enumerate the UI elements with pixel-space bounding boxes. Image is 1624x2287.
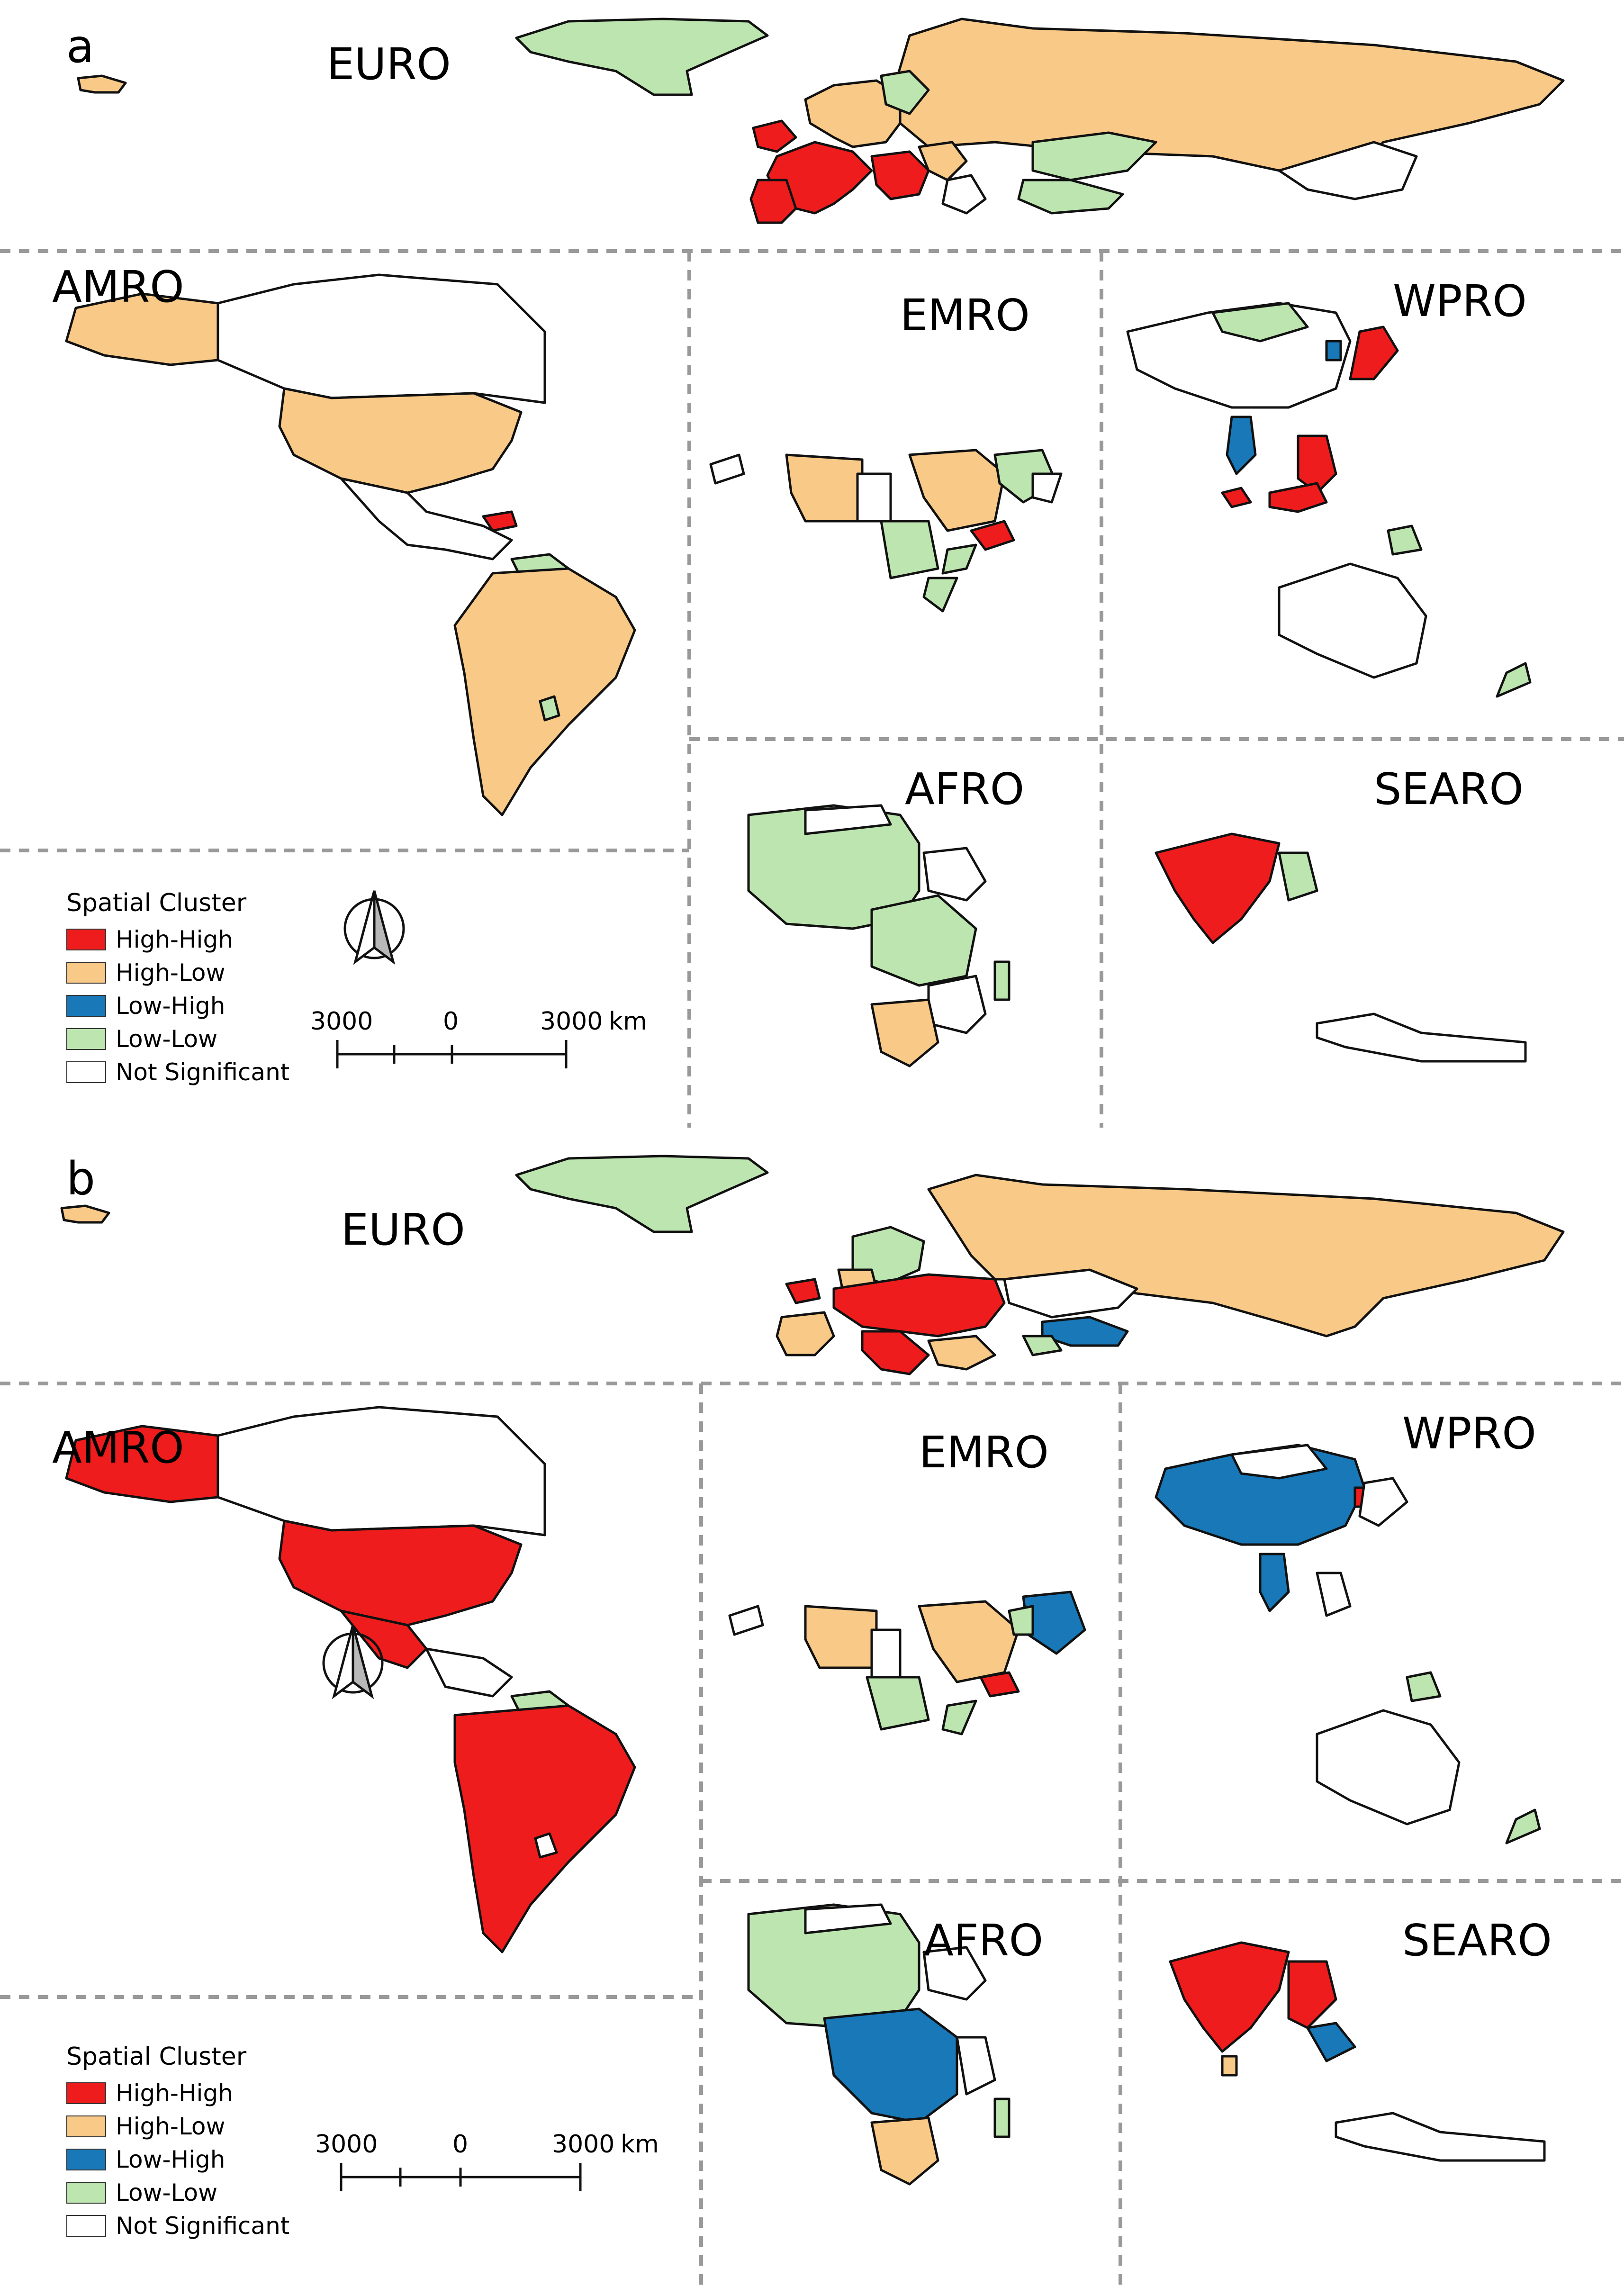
map-panel-a: a EURO AMRO EMRO WPRO AFRO SEARO Spatial… [0, 0, 1624, 1128]
legend: Spatial Cluster High-High High-Low Low-H… [66, 891, 289, 1089]
legend-label: Not Significant [116, 1058, 290, 1086]
scale-label-right: 3000 [540, 1007, 603, 1036]
legend-label: High-High [116, 2079, 233, 2107]
scale-label-mid: 0 [452, 2130, 469, 2159]
region-label-wpro: WPRO [1402, 1408, 1536, 1459]
legend-swatch [66, 2215, 106, 2237]
region-label-afro: AFRO [905, 764, 1025, 814]
wpro-map-a [1126, 302, 1532, 698]
legend-label: Low-Low [116, 2179, 217, 2206]
region-label-amro: AMRO [52, 262, 184, 312]
searo-map-b [1169, 1941, 1546, 2162]
panel-a-dividers [0, 249, 1624, 1128]
scale-label-mid: 0 [443, 1007, 459, 1036]
region-label-afro: AFRO [924, 1915, 1044, 1966]
legend-item: Low-Low [66, 2176, 289, 2209]
legend-swatch [66, 929, 106, 950]
afro-map-b [747, 1903, 1010, 2186]
region-label-emro: EMRO [919, 1427, 1049, 1478]
legend: Spatial Cluster High-High High-Low Low-H… [66, 2044, 289, 2242]
legend-item: High-Low [66, 2110, 289, 2143]
scale-unit: km [621, 2130, 659, 2159]
region-label-searo: SEARO [1402, 1915, 1552, 1966]
legend-swatch [66, 1061, 106, 1083]
euro-map-b [60, 1155, 1565, 1375]
amro-map-b [65, 1406, 636, 1953]
legend-item: Low-High [66, 989, 289, 1022]
region-label-euro: EURO [327, 39, 451, 90]
legend-item: High-High [66, 2077, 289, 2110]
legend-swatch [66, 2149, 106, 2170]
afro-map-a [747, 804, 1010, 1067]
scale-bar-a [336, 1040, 568, 1068]
scale-label-left: 3000 [315, 2130, 378, 2159]
north-arrow-icon [343, 890, 405, 965]
legend-swatch [66, 2082, 106, 2104]
legend-title: Spatial Cluster [66, 889, 247, 917]
region-label-wpro: WPRO [1393, 276, 1527, 326]
legend-item: Low-Low [66, 1022, 289, 1056]
region-label-euro: EURO [341, 1204, 465, 1255]
panel-b-map-canvas [0, 1155, 1624, 2287]
legend-item: Not Significant [66, 1056, 289, 1089]
emro-map-a [709, 449, 1063, 613]
legend-item: High-Low [66, 956, 289, 989]
legend-label: High-High [116, 926, 233, 953]
legend-label: Low-High [116, 992, 226, 1020]
scale-label-right: 3000 [552, 2130, 615, 2159]
scale-label-left: 3000 [310, 1007, 373, 1036]
north-arrow-icon [322, 1625, 384, 1699]
searo-map-a [1155, 832, 1527, 1063]
map-panel-b: b EURO AMRO EMRO WPRO AFRO SEARO Spatial… [0, 1137, 1624, 2287]
legend-label: Low-High [116, 2146, 226, 2173]
legend-item: Low-High [66, 2143, 289, 2176]
panel-b-dividers [0, 1382, 1624, 2287]
legend-swatch [66, 2182, 106, 2204]
legend-swatch [66, 2115, 106, 2137]
panel-letter: a [66, 20, 94, 73]
legend-label: High-Low [116, 959, 226, 986]
euro-map-a [77, 18, 1565, 224]
panel-a-map-canvas [0, 18, 1624, 1128]
emro-map-b [728, 1591, 1086, 1736]
legend-swatch [66, 962, 106, 984]
legend-label: High-Low [116, 2113, 226, 2140]
legend-label: Low-Low [116, 1025, 217, 1053]
legend-label: Not Significant [116, 2212, 290, 2240]
legend-title: Spatial Cluster [66, 2043, 247, 2071]
scale-bar-b [340, 2163, 582, 2191]
legend-swatch [66, 1028, 106, 1050]
legend-swatch [66, 995, 106, 1017]
scale-unit: km [609, 1007, 647, 1036]
legend-item: Not Significant [66, 2209, 289, 2242]
panel-letter: b [66, 1152, 95, 1205]
region-label-amro: AMRO [52, 1422, 184, 1473]
wpro-map-b [1155, 1444, 1541, 1844]
amro-map-a [65, 273, 636, 816]
region-label-emro: EMRO [900, 290, 1030, 341]
legend-item: High-High [66, 923, 289, 956]
region-label-searo: SEARO [1374, 764, 1524, 814]
